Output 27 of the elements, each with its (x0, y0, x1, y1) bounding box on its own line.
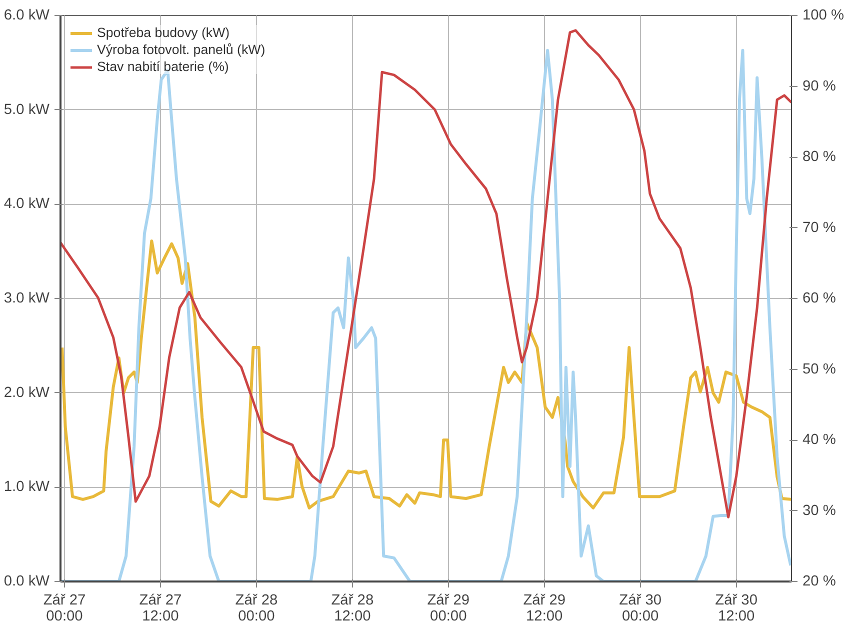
x-tick-label: Zář 30 00:00 (619, 592, 662, 624)
y2-tick-label: 80 % (802, 149, 836, 165)
y2-tick-label: 100 % (802, 8, 844, 24)
y2-tick-label: 20 % (802, 574, 836, 590)
y-tick-label: 4.0 kW (4, 196, 50, 212)
legend-label: Stav nabití baterie (%) (97, 59, 229, 74)
y-tick-label: 1.0 kW (4, 479, 50, 496)
y2-tick-label: 40 % (802, 432, 836, 448)
x-tick-label: Zář 27 12:00 (139, 592, 182, 624)
x-tick-label: Zář 27 00:00 (43, 592, 86, 624)
x-tick-label: Zář 28 00:00 (235, 592, 278, 624)
x-tick-label: Zář 28 12:00 (331, 592, 374, 624)
y2-tick-label: 90 % (802, 78, 836, 94)
x-tick-label: Zář 29 12:00 (523, 592, 566, 624)
x-tick-label: Zář 29 00:00 (427, 592, 470, 624)
y2-tick-label: 60 % (802, 290, 836, 306)
y2-tick-label: 70 % (802, 220, 836, 236)
y-tick-label: 3.0 kW (4, 290, 50, 306)
legend-label: Výroba fotovolt. panelů (kW) (97, 42, 266, 57)
y2-tick-label: 50 % (802, 361, 836, 378)
legend-label: Spotřeba budovy (kW) (97, 25, 230, 40)
y-tick-label: 6.0 kW (4, 8, 50, 24)
y2-tick-label: 30 % (802, 502, 836, 519)
x-tick-label: Zář 30 12:00 (715, 592, 758, 624)
y-tick-label: 5.0 kW (4, 102, 50, 118)
y-tick-label: 0.0 kW (4, 574, 50, 590)
y-tick-label: 2.0 kW (4, 384, 50, 401)
